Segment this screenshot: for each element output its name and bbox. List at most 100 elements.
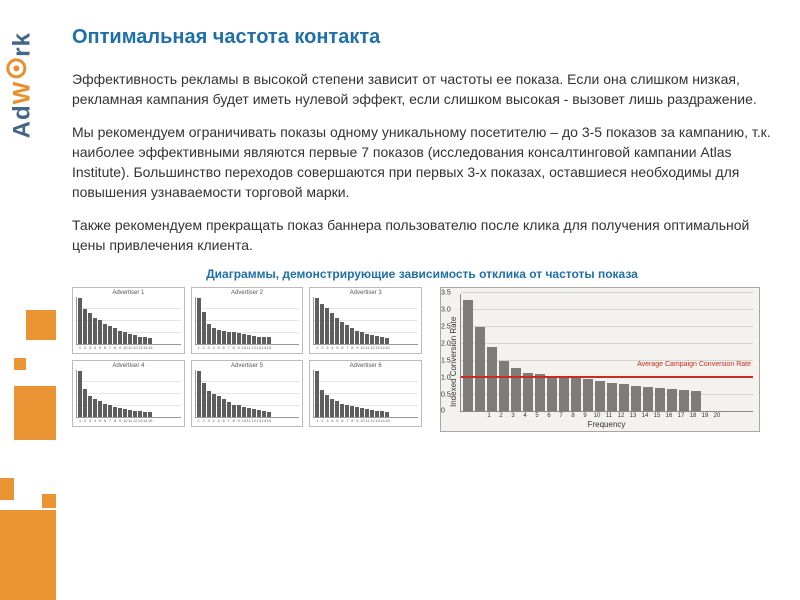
small-chart-title: Advertiser 3	[313, 290, 418, 296]
decor-square	[0, 510, 56, 600]
bar	[345, 325, 349, 344]
bar	[365, 334, 369, 344]
small-chart-xaxis: 123456789101112131415	[195, 345, 300, 350]
bar	[103, 324, 107, 345]
bar	[340, 322, 344, 344]
content-area: Оптимальная частота контакта Эффективнос…	[72, 26, 772, 432]
bar	[242, 334, 246, 344]
bar	[547, 376, 557, 411]
bar	[385, 338, 389, 344]
big-chart-ytick: 0	[441, 408, 445, 415]
bar	[595, 381, 605, 411]
bar	[108, 405, 112, 417]
bar	[148, 412, 152, 417]
small-chart: Advertiser 4123456789101112131415	[72, 360, 185, 427]
bar	[227, 332, 231, 345]
bar	[380, 411, 384, 417]
bar	[113, 328, 117, 344]
bar	[128, 410, 132, 417]
decor-square	[14, 386, 56, 440]
bar	[335, 318, 339, 345]
bar	[535, 374, 545, 411]
bar	[360, 408, 364, 417]
small-chart: Advertiser 3 123456789101112131415	[309, 287, 422, 354]
bar	[631, 386, 641, 411]
bar	[335, 401, 339, 417]
bar	[315, 298, 319, 344]
big-chart-ytick: 2.5	[441, 324, 451, 331]
bar	[330, 399, 334, 417]
bar	[118, 408, 122, 417]
bar	[227, 402, 231, 418]
small-chart-plot	[76, 370, 181, 418]
page-title: Оптимальная частота контакта	[72, 26, 772, 49]
small-chart: Advertiser 2 123456789101112131415	[191, 287, 304, 354]
brand-target-icon	[6, 59, 26, 79]
bar	[232, 405, 236, 418]
bar	[559, 378, 569, 412]
small-chart: Advertiser 5 123456789101112131415	[191, 360, 304, 427]
bar	[207, 391, 211, 418]
small-chart-plot	[195, 370, 300, 418]
small-chart-xaxis: 123456789101112131415	[313, 345, 418, 350]
bar	[360, 332, 364, 344]
bar	[133, 411, 137, 417]
bar	[217, 396, 221, 417]
small-chart-title: Advertiser 5	[195, 363, 300, 369]
bar	[83, 309, 87, 345]
paragraph: Мы рекомендуем ограничивать показы одном…	[72, 122, 772, 203]
small-chart-plot	[313, 297, 418, 345]
brand-logo: AdWrk	[6, 32, 36, 138]
bar	[267, 412, 271, 418]
bar	[340, 404, 344, 418]
bar	[257, 337, 261, 345]
avg-line	[461, 376, 753, 378]
bar	[242, 407, 246, 417]
small-chart: Advertiser 1123456789101112131415	[72, 287, 185, 354]
bar	[212, 394, 216, 417]
big-chart-ytick: 2.0	[441, 340, 451, 347]
bar	[93, 399, 97, 417]
small-chart-title: Advertiser 2	[195, 290, 300, 296]
bar	[197, 371, 201, 417]
bar	[88, 313, 92, 344]
small-chart-plot	[313, 370, 418, 418]
bar	[78, 298, 82, 344]
big-chart-ytick: 1.0	[441, 374, 451, 381]
bar	[320, 304, 324, 344]
bar	[345, 405, 349, 418]
bar	[202, 312, 206, 344]
gridline	[461, 343, 753, 344]
bar	[138, 337, 142, 345]
big-chart-plot: 00.51.01.52.02.53.03.5Average Campaign C…	[460, 294, 753, 412]
bar	[511, 368, 521, 412]
small-chart-xaxis: 123456789101112131415	[195, 418, 300, 423]
small-chart-title: Advertiser 4	[76, 363, 181, 369]
bar	[499, 361, 509, 412]
decor-square	[26, 310, 56, 340]
bar	[320, 390, 324, 418]
bar	[232, 332, 236, 344]
bar	[217, 330, 221, 345]
big-chart-ytick: 0.5	[441, 391, 451, 398]
bar	[123, 332, 127, 344]
bar	[655, 388, 665, 411]
bar	[222, 399, 226, 417]
gridline	[461, 326, 753, 327]
small-chart-xaxis: 123456789101112131415	[76, 345, 181, 350]
sidebar: AdWrk	[0, 0, 56, 600]
small-charts-grid: Advertiser 1123456789101112131415Adverti…	[72, 287, 422, 427]
bar	[197, 298, 201, 344]
bar	[113, 407, 117, 417]
bar	[330, 313, 334, 344]
bar	[78, 371, 82, 417]
bar	[207, 324, 211, 345]
small-chart-xaxis: 123456789101112131415	[313, 418, 418, 423]
bar	[583, 379, 593, 411]
bar	[123, 409, 127, 417]
big-chart-ytick: 1.5	[441, 357, 451, 364]
bar	[375, 411, 379, 417]
small-chart-plot	[195, 297, 300, 345]
bar	[148, 338, 152, 344]
gridline	[461, 309, 753, 310]
